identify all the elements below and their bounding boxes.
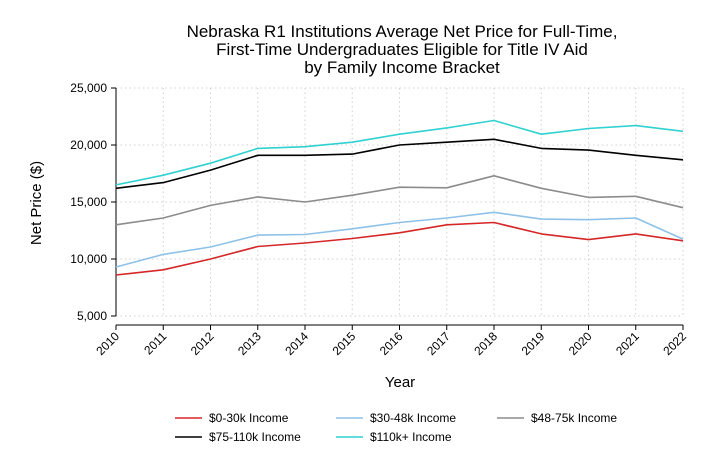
y-tick-label: 10,000	[70, 252, 107, 266]
x-tick-label: 2012	[188, 329, 217, 358]
x-axis-title: Year	[385, 374, 415, 391]
series-lines	[115, 119, 684, 276]
x-tick-label: 2013	[235, 329, 264, 358]
x-tick-label: 2022	[660, 329, 689, 358]
x-tick-label: 2017	[424, 329, 453, 358]
axes	[111, 87, 684, 330]
x-tick-label: 2010	[93, 329, 122, 358]
x-tick-label: 2018	[471, 329, 500, 358]
legend-label-48-75k-income: $48-75k Income	[531, 411, 617, 425]
chart-title-line-1: Nebraska R1 Institutions Average Net Pri…	[187, 22, 618, 41]
y-axis-title: Net Price ($)	[28, 161, 45, 245]
x-tick-label: 2021	[613, 329, 642, 358]
y-tick-label: 25,000	[70, 81, 107, 95]
chart-title-line-3: by Family Income Bracket	[304, 58, 500, 77]
series-line-30-48k-income	[115, 211, 684, 268]
chart-title: Nebraska R1 Institutions Average Net Pri…	[187, 22, 618, 77]
x-tick-label: 2014	[282, 329, 311, 358]
y-tick-label: 20,000	[70, 138, 107, 152]
y-tick-label: 5,000	[77, 309, 107, 323]
series-line-110k-income	[115, 119, 684, 186]
x-tick-label: 2019	[519, 329, 548, 358]
series-line-48-75k-income	[115, 175, 684, 226]
series-line-0-30k-income	[115, 221, 684, 276]
x-tick-label: 2020	[566, 329, 595, 358]
gridlines	[115, 87, 684, 317]
x-tick-label: 2016	[377, 329, 406, 358]
legend-label-0-30k-income: $0-30k Income	[209, 411, 289, 425]
legend-label-30-48k-income: $30-48k Income	[370, 411, 456, 425]
legend: $0-30k Income $30-48k Income $48-75k Incom…	[175, 411, 617, 444]
legend-label-110k-income: $110k+ Income	[370, 430, 452, 444]
legend-label-75-110k-income: $75-110k Income	[209, 430, 301, 444]
x-tick-label: 2011	[141, 329, 169, 357]
series-line-75-110k-income	[115, 138, 684, 190]
y-tick-label: 15,000	[70, 195, 107, 209]
chart-title-line-2: First-Time Undergraduates Eligible for T…	[216, 40, 588, 59]
x-tick-label: 2015	[330, 329, 359, 358]
